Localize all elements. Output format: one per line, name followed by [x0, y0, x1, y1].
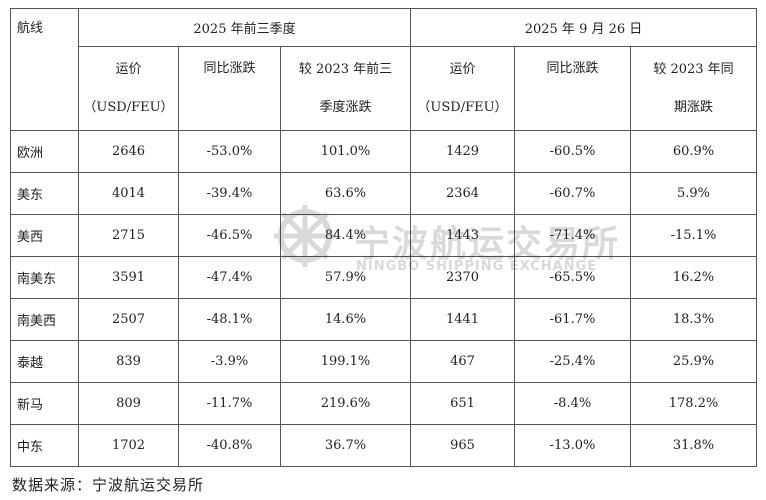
cell-p2-vs2023: 25.9% — [630, 340, 757, 383]
header-yoy: 同比涨跌 — [178, 46, 281, 131]
cell-route: 南美西 — [10, 298, 79, 341]
cell-p2-yoy: -71.4% — [514, 214, 631, 257]
cell-p1-yoy: -46.5% — [178, 214, 281, 257]
cell-p2-yoy: -65.5% — [514, 256, 631, 299]
table-row: 美西 2715 -46.5% 84.4% 1443 -71.4% -15.1% — [10, 214, 757, 257]
cell-p2-rate: 1429 — [410, 130, 515, 173]
cell-p2-rate: 2364 — [410, 172, 515, 215]
header-route: 航线 — [10, 8, 79, 131]
header-freight-rate-2: 运价 （USD/FEU） — [410, 46, 515, 131]
cell-route: 中东 — [10, 424, 79, 467]
header-period-q1-q3: 2025 年前三季度 — [78, 8, 411, 47]
header-vs-2023-q-line1: 较 2023 年前三 — [298, 61, 393, 77]
cell-p2-yoy: -60.5% — [514, 130, 631, 173]
header-freight-line2: （USD/FEU） — [417, 99, 508, 115]
table-row: 泰越 839 -3.9% 199.1% 467 -25.4% 25.9% — [10, 340, 757, 383]
cell-p2-rate: 467 — [410, 340, 515, 383]
cell-p1-vs2023: 57.9% — [280, 256, 411, 299]
table-row: 新马 809 -11.7% 219.6% 651 -8.4% 178.2% — [10, 382, 757, 425]
cell-p2-vs2023: 31.8% — [630, 424, 757, 467]
freight-table: 航线 2025 年前三季度 2025 年 9 月 26 日 运价 （USD/FE… — [10, 8, 757, 467]
cell-p1-yoy: -39.4% — [178, 172, 281, 215]
cell-p1-yoy: -47.4% — [178, 256, 281, 299]
cell-p1-yoy: -3.9% — [178, 340, 281, 383]
cell-route: 欧洲 — [10, 130, 79, 173]
cell-p2-rate: 2370 — [410, 256, 515, 299]
table-row: 欧洲 2646 -53.0% 101.0% 1429 -60.5% 60.9% — [10, 130, 757, 173]
cell-p2-rate: 1443 — [410, 214, 515, 257]
cell-route: 美西 — [10, 214, 79, 257]
table-row: 中东 1702 -40.8% 36.7% 965 -13.0% 31.8% — [10, 424, 757, 467]
cell-p2-yoy: -61.7% — [514, 298, 631, 341]
data-source: 数据来源：宁波航运交易所 — [12, 476, 205, 494]
cell-p1-yoy: -11.7% — [178, 382, 281, 425]
cell-p2-vs2023: 60.9% — [630, 130, 757, 173]
header-period-sep26: 2025 年 9 月 26 日 — [410, 8, 757, 47]
header-freight-line2: （USD/FEU） — [83, 99, 174, 115]
cell-p2-yoy: -60.7% — [514, 172, 631, 215]
cell-p1-rate: 2646 — [78, 130, 179, 173]
cell-p1-rate: 839 — [78, 340, 179, 383]
table-row: 美东 4014 -39.4% 63.6% 2364 -60.7% 5.9% — [10, 172, 757, 215]
header-freight-rate: 运价 （USD/FEU） — [78, 46, 179, 131]
cell-p1-vs2023: 14.6% — [280, 298, 411, 341]
cell-p2-yoy: -8.4% — [514, 382, 631, 425]
header-vs-2023-q: 较 2023 年前三 季度涨跌 — [280, 46, 411, 131]
header-vs-2023-p-line2: 期涨跌 — [673, 99, 713, 115]
header-vs-2023-period: 较 2023 年同 期涨跌 — [630, 46, 757, 131]
header-freight-line1: 运价 — [449, 61, 476, 77]
cell-p1-rate: 809 — [78, 382, 179, 425]
cell-p1-vs2023: 199.1% — [280, 340, 411, 383]
cell-route: 美东 — [10, 172, 79, 215]
table-row: 南美西 2507 -48.1% 14.6% 1441 -61.7% 18.3% — [10, 298, 757, 341]
cell-p1-vs2023: 219.6% — [280, 382, 411, 425]
cell-p1-yoy: -53.0% — [178, 130, 281, 173]
header-vs-2023-p-line1: 较 2023 年同 — [653, 61, 734, 77]
cell-p2-yoy: -25.4% — [514, 340, 631, 383]
header-freight-line1: 运价 — [115, 61, 142, 77]
cell-p2-vs2023: 5.9% — [630, 172, 757, 215]
cell-route: 南美东 — [10, 256, 79, 299]
cell-p1-yoy: -40.8% — [178, 424, 281, 467]
cell-p1-vs2023: 63.6% — [280, 172, 411, 215]
cell-p1-rate: 2507 — [78, 298, 179, 341]
cell-p1-yoy: -48.1% — [178, 298, 281, 341]
cell-p1-rate: 3591 — [78, 256, 179, 299]
cell-p2-vs2023: 178.2% — [630, 382, 757, 425]
cell-route: 泰越 — [10, 340, 79, 383]
table-row: 南美东 3591 -47.4% 57.9% 2370 -65.5% 16.2% — [10, 256, 757, 299]
cell-p2-rate: 965 — [410, 424, 515, 467]
cell-p1-rate: 4014 — [78, 172, 179, 215]
header-yoy-2: 同比涨跌 — [514, 46, 631, 131]
cell-route: 新马 — [10, 382, 79, 425]
cell-p1-vs2023: 36.7% — [280, 424, 411, 467]
cell-p2-rate: 651 — [410, 382, 515, 425]
cell-p2-rate: 1441 — [410, 298, 515, 341]
cell-p1-rate: 2715 — [78, 214, 179, 257]
cell-p2-vs2023: 16.2% — [630, 256, 757, 299]
cell-p1-vs2023: 101.0% — [280, 130, 411, 173]
cell-p1-rate: 1702 — [78, 424, 179, 467]
cell-p2-yoy: -13.0% — [514, 424, 631, 467]
cell-p1-vs2023: 84.4% — [280, 214, 411, 257]
cell-p2-vs2023: -15.1% — [630, 214, 757, 257]
cell-p2-vs2023: 18.3% — [630, 298, 757, 341]
header-vs-2023-q-line2: 季度涨跌 — [319, 99, 372, 115]
